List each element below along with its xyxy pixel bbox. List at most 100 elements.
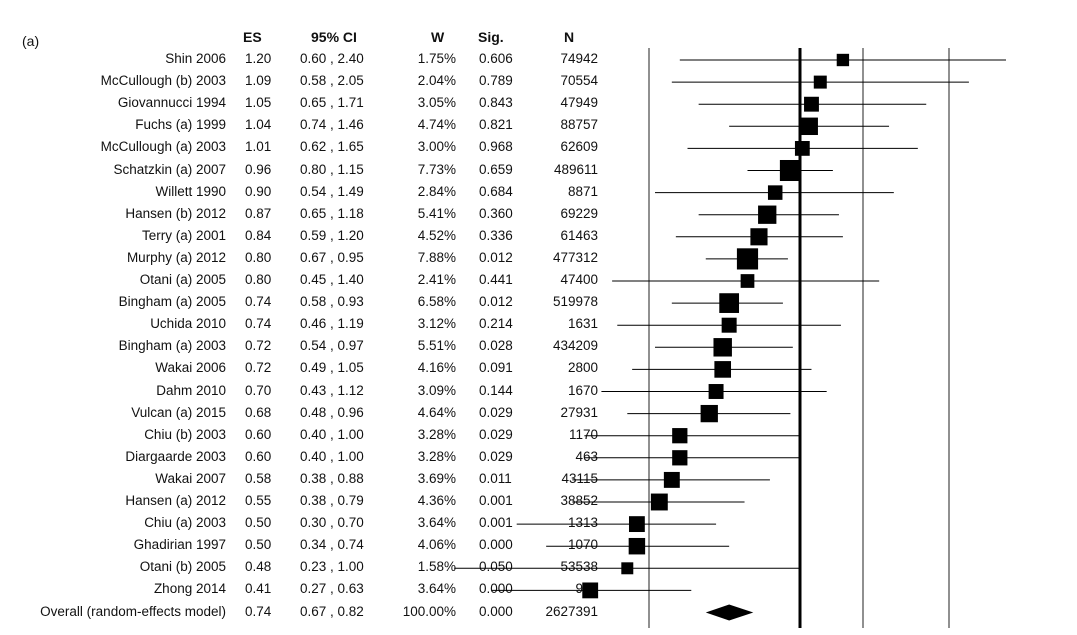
n-value: 463 — [575, 448, 598, 464]
weight-value: 3.28% — [417, 426, 456, 442]
n-value: 1070 — [567, 537, 598, 553]
effect-marker — [740, 274, 755, 288]
ci-value: 0.67 , 0.82 — [300, 603, 364, 619]
weight-value: 3.09% — [417, 382, 456, 398]
study-label: Fuchs (a) 1999 — [135, 117, 226, 133]
study-label: Giovannucci 1994 — [117, 95, 226, 111]
sig-value: 0.012 — [479, 249, 513, 265]
weight-value: 3.64% — [417, 515, 456, 531]
study-label: Diargaarde 2003 — [125, 448, 226, 464]
n-value: 477312 — [552, 249, 598, 265]
study-label: Otani (a) 2005 — [139, 272, 226, 287]
n-value: 1170 — [568, 426, 598, 442]
sig-value: 0.336 — [479, 227, 513, 243]
ci-value: 0.23 , 1.00 — [300, 559, 364, 575]
ci-value: 0.65 , 1.71 — [300, 95, 364, 111]
n-value: 1313 — [567, 515, 598, 531]
n-value: 489611 — [553, 161, 598, 177]
es-value: 0.55 — [245, 493, 272, 508]
es-value: 0.68 — [245, 404, 272, 420]
effect-marker — [714, 361, 732, 378]
n-value: 53538 — [560, 559, 598, 575]
study-label: Bingham (a) 2005 — [118, 294, 226, 310]
effect-marker — [836, 53, 850, 67]
n-value: 27931 — [560, 404, 598, 420]
study-label: Bingham (a) 2003 — [118, 338, 226, 354]
weight-value: 4.36% — [417, 493, 456, 508]
effect-marker — [813, 75, 827, 89]
weight-value: 2.04% — [417, 73, 456, 89]
es-value: 0.96 — [245, 161, 272, 177]
n-value: 43115 — [561, 470, 598, 486]
study-label: Terry (a) 2001 — [141, 227, 226, 243]
ci-value: 0.74 , 1.46 — [300, 117, 364, 133]
weight-value: 3.00% — [417, 139, 456, 155]
es-value: 0.72 — [245, 360, 272, 376]
weight-value: 100.00% — [402, 603, 456, 619]
effect-marker — [736, 248, 759, 270]
sig-value: 0.029 — [479, 426, 513, 442]
sig-value: 0.091 — [479, 360, 513, 376]
ci-value: 0.48 , 0.96 — [300, 404, 364, 420]
study-label: Dahm 2010 — [156, 382, 226, 398]
effect-marker — [713, 338, 732, 357]
header-es: ES — [243, 29, 262, 45]
weight-value: 4.52% — [417, 227, 456, 243]
effect-marker — [800, 117, 818, 136]
weight-value: 4.74% — [417, 117, 456, 133]
sig-value: 0.360 — [479, 205, 513, 221]
sig-value: 0.028 — [479, 338, 513, 354]
es-value: 0.74 — [245, 294, 272, 310]
effect-marker — [628, 516, 645, 533]
weight-value: 5.51% — [417, 338, 456, 354]
sig-value: 0.029 — [479, 404, 513, 420]
study-label: Vulcan (a) 2015 — [131, 404, 226, 420]
n-value: 1631 — [567, 316, 598, 332]
n-value: 61463 — [560, 227, 598, 243]
es-value: 0.80 — [245, 249, 272, 265]
ci-value: 0.80 , 1.15 — [300, 161, 364, 177]
ci-value: 0.34 , 0.74 — [300, 537, 364, 553]
es-value: 0.60 — [245, 448, 272, 464]
ci-value: 0.38 , 0.88 — [300, 470, 364, 486]
n-value: 1670 — [567, 382, 598, 398]
study-label: Chiu (b) 2003 — [144, 426, 226, 442]
ci-value: 0.54 , 1.49 — [300, 183, 364, 199]
study-label: McCullough (b) 2003 — [100, 73, 226, 89]
sig-value: 0.050 — [479, 559, 513, 575]
ci-value: 0.45 , 1.40 — [300, 272, 364, 287]
ci-value: 0.60 , 2.40 — [300, 51, 364, 66]
n-value: 47400 — [560, 272, 598, 287]
ci-value: 0.49 , 1.05 — [300, 360, 364, 376]
es-value: 1.01 — [245, 139, 272, 155]
n-value: 519978 — [552, 294, 598, 310]
sig-value: 0.001 — [479, 515, 513, 531]
weight-value: 3.64% — [417, 581, 456, 597]
header-w: W — [431, 29, 445, 45]
weight-value: 2.84% — [417, 183, 456, 199]
sig-value: 0.001 — [479, 493, 513, 508]
n-value: 47949 — [560, 95, 598, 111]
study-label: Willett 1990 — [155, 183, 226, 199]
study-label: Uchida 2010 — [150, 316, 226, 332]
effect-marker — [582, 582, 599, 599]
weight-value: 3.69% — [417, 470, 456, 486]
effect-marker — [750, 228, 768, 246]
sig-value: 0.000 — [479, 581, 513, 597]
n-value: 434209 — [552, 338, 598, 354]
study-label: Murphy (a) 2012 — [126, 249, 226, 265]
effect-marker — [663, 471, 680, 488]
es-value: 1.04 — [245, 117, 272, 133]
ci-value: 0.40 , 1.00 — [300, 426, 364, 442]
es-value: 0.87 — [245, 205, 272, 221]
sig-value: 0.606 — [479, 51, 513, 66]
es-value: 1.09 — [245, 73, 272, 89]
n-value: 2800 — [567, 360, 598, 376]
effect-marker — [758, 205, 777, 224]
n-value: 70554 — [560, 73, 598, 89]
n-value: 74942 — [560, 51, 598, 66]
study-label: Chiu (a) 2003 — [144, 515, 226, 531]
weight-value: 5.41% — [417, 205, 456, 221]
weight-value: 4.06% — [417, 537, 456, 553]
